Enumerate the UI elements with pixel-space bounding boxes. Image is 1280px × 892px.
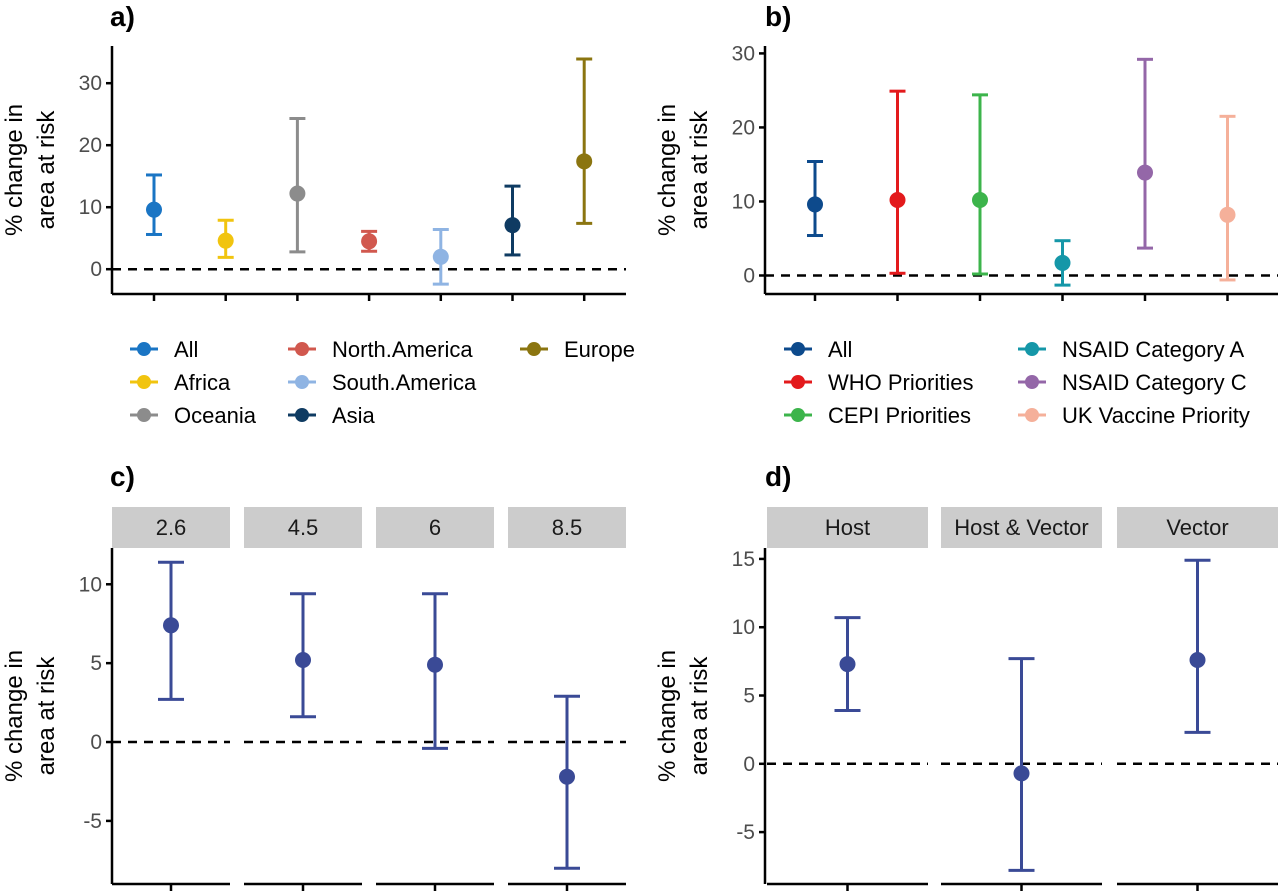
panel-c-title: c): [110, 461, 135, 492]
facet-strip-label: Host & Vector: [954, 515, 1089, 540]
facet-strip: [941, 507, 1102, 548]
legend-key-point: [1025, 342, 1039, 356]
data-point: [289, 185, 306, 202]
y-tick-label: 10: [732, 616, 755, 639]
y-tick-label: 0: [90, 731, 102, 754]
y-axis-label: area at risk: [686, 110, 713, 230]
legend-label: South.America: [332, 370, 477, 395]
legend-label: WHO Priorities: [828, 370, 973, 395]
y-tick-label: -5: [83, 810, 102, 833]
data-point: [163, 617, 179, 634]
data-point: [146, 201, 162, 218]
data-point: [1013, 765, 1030, 782]
facet-strip-label: Host: [825, 515, 870, 540]
facet-strip: [767, 507, 928, 548]
legend-key-point: [137, 375, 151, 389]
facet-strip-label: 8.5: [552, 515, 583, 540]
facet-strip-label: 2.6: [156, 515, 187, 540]
y-tick-label: 10: [732, 190, 755, 213]
legend-label: All: [828, 337, 852, 362]
y-tick-label: 5: [90, 652, 102, 675]
legend-key-point: [137, 408, 151, 422]
y-tick-label: 0: [90, 258, 102, 281]
facet-strip-label: 6: [429, 515, 441, 540]
legend-label: Asia: [332, 403, 376, 428]
data-point: [1137, 164, 1153, 181]
legend-key-point: [1025, 375, 1039, 389]
legend-key-point: [791, 342, 805, 356]
data-point: [839, 656, 856, 673]
facet-strip: [244, 507, 362, 548]
legend-key-point: [791, 408, 805, 422]
legend-label: Africa: [174, 370, 231, 395]
panel-a-title: a): [110, 1, 135, 32]
legend-key-point: [295, 342, 309, 356]
legend-label: North.America: [332, 337, 473, 362]
legend-key-point: [295, 408, 309, 422]
data-point: [972, 191, 988, 208]
data-point: [559, 768, 575, 785]
facet-strip-label: 4.5: [288, 515, 319, 540]
facet-strip: [508, 507, 626, 548]
legend-label: All: [174, 337, 198, 362]
y-tick-label: 20: [732, 116, 755, 139]
panel-a: 0 10 20 30 % change in area at risk All Africa O…: [1, 46, 635, 428]
legend-key-point: [295, 375, 309, 389]
y-tick-label: 30: [732, 42, 755, 65]
facet-strip: [112, 507, 230, 548]
legend-label: Europe: [564, 337, 635, 362]
data-point: [427, 656, 443, 673]
legend-label: UK Vaccine Priority: [1062, 403, 1250, 428]
data-point: [576, 153, 593, 170]
y-axis-label: % change in: [1, 650, 28, 782]
y-axis-label: % change in: [654, 104, 681, 236]
panel-b-title: b): [765, 1, 791, 32]
data-point: [295, 652, 311, 668]
legend-key-point: [137, 342, 151, 356]
legend-label: Oceania: [174, 403, 257, 428]
y-tick-label: 0: [743, 264, 755, 287]
data-point: [889, 191, 906, 208]
legend-key-point: [527, 342, 541, 356]
y-tick-label: 10: [79, 573, 102, 596]
y-tick-label: 0: [743, 753, 755, 776]
y-axis-label: area at risk: [33, 656, 60, 776]
data-point: [1054, 254, 1071, 271]
y-axis-label: area at risk: [33, 110, 60, 230]
facet-strip: [1117, 507, 1278, 548]
panel-d: -5 0 5 10 15 % change in area at risk Host Host …: [654, 507, 1278, 891]
legend-label: CEPI Priorities: [828, 403, 971, 428]
y-tick-label: 15: [732, 548, 755, 571]
data-point: [361, 233, 378, 250]
data-point: [504, 217, 521, 234]
legend-label: NSAID Category A: [1062, 337, 1245, 362]
facet-strip-label: Vector: [1166, 515, 1228, 540]
y-axis-label: area at risk: [686, 656, 713, 776]
legend-key-point: [1025, 408, 1039, 422]
legend-key-point: [791, 375, 805, 389]
data-point: [1219, 206, 1236, 223]
legend-label: NSAID Category C: [1062, 370, 1247, 395]
y-axis-label: % change in: [654, 650, 681, 782]
panel-b: 0 10 20 30 % change in area at risk All WHO Pri…: [654, 42, 1278, 428]
facet-strip: [376, 507, 494, 548]
y-tick-label: 10: [79, 196, 102, 219]
y-tick-label: 30: [79, 72, 102, 95]
data-point: [217, 232, 234, 249]
data-point: [432, 248, 449, 265]
panel-c: -5 0 5 10 % change in area at risk 2.6 4.5 6 8.5: [1, 507, 626, 891]
y-axis-label: % change in: [1, 104, 28, 236]
y-tick-label: 20: [79, 134, 102, 157]
panel-d-title: d): [765, 461, 791, 492]
y-tick-label: -5: [736, 821, 755, 844]
y-tick-label: 5: [743, 685, 755, 708]
data-point: [1189, 652, 1206, 668]
data-point: [807, 196, 823, 213]
